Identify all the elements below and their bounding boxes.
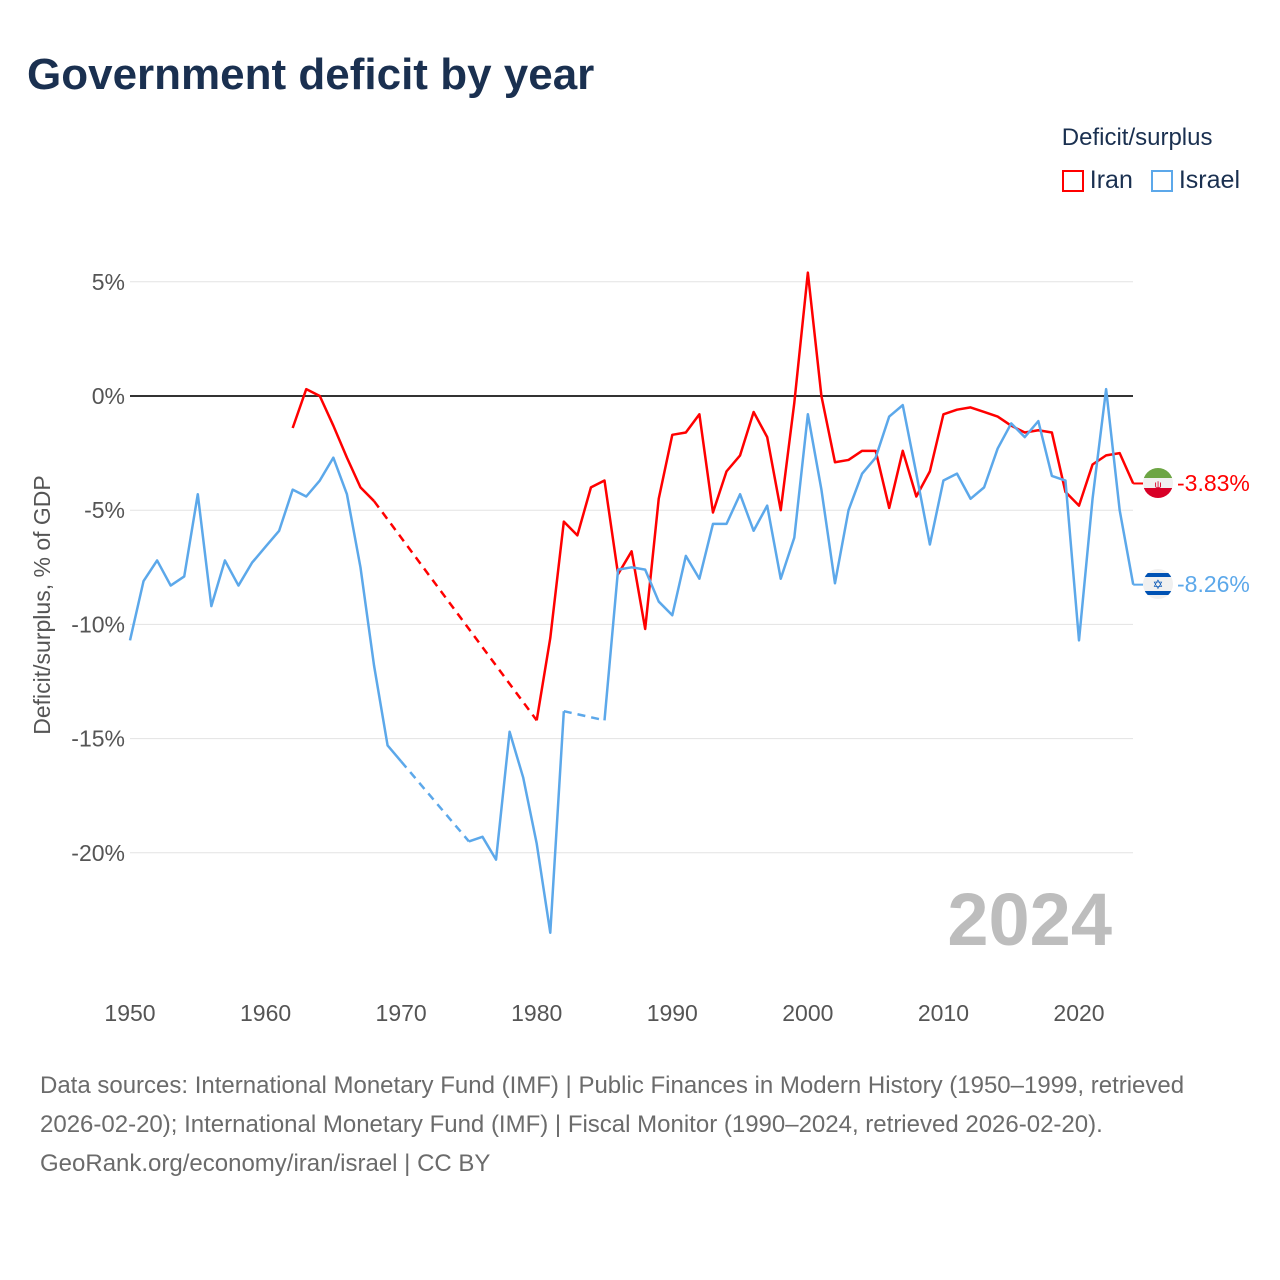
iran-line [291, 387, 375, 502]
legend-swatch-israel [1150, 169, 1173, 192]
x-tick-label: 1980 [511, 1000, 562, 1026]
y-tick-label: -20% [71, 840, 125, 866]
y-tick-label: -5% [84, 497, 125, 523]
legend-title: Deficit/surplus [1061, 124, 1213, 151]
iran-gap-line [373, 500, 538, 722]
y-tick-label: -10% [71, 611, 125, 637]
iran-line [535, 271, 1135, 721]
israel-line [128, 456, 403, 763]
legend: Deficit/surplus Iran Israel [1061, 124, 1240, 195]
x-tick-label: 1990 [647, 1000, 698, 1026]
legend-swatch-iran [1061, 169, 1084, 192]
israel-line [468, 711, 566, 934]
chart-title: Government deficit by year [27, 50, 595, 99]
year-watermark: 2024 [947, 878, 1112, 961]
data-sources: Data sources: International Monetary Fun… [40, 1072, 1185, 1138]
israel-gap-line [400, 760, 470, 843]
x-tick-label: 2010 [918, 1000, 969, 1026]
legend-label-iran: Iran [1089, 166, 1133, 194]
y-tick-label: 0% [92, 383, 125, 409]
x-tick-label: 1970 [376, 1000, 427, 1026]
y-tick-label: 5% [92, 269, 125, 295]
series-iran [291, 271, 1143, 722]
y-axis-label: Deficit/surplus, % of GDP [29, 475, 55, 734]
x-tick-label: 2000 [782, 1000, 833, 1026]
x-tick-label: 1960 [240, 1000, 291, 1026]
iran-end-label: -3.83% [1177, 470, 1250, 496]
footer: Data sources: International Monetary Fun… [40, 1066, 1240, 1183]
iran-flag-icon: ψ [1143, 468, 1173, 498]
attribution-link[interactable]: GeoRank.org/economy/iran/israel | CC BY [40, 1150, 491, 1177]
svg-text:ψ: ψ [1154, 480, 1161, 491]
svg-text:✡: ✡ [1153, 577, 1164, 592]
legend-item-israel[interactable]: Israel [1150, 166, 1240, 195]
line-chart: 2024 5% 0% -5% -10% -15% -20% 1950 1960 1970 198… [29, 269, 1250, 1026]
y-tick-label: -15% [71, 726, 125, 752]
x-tick-label: 2020 [1053, 1000, 1104, 1026]
legend-item-iran[interactable]: Iran [1061, 166, 1133, 195]
israel-end-label: -8.26% [1177, 571, 1250, 597]
x-tick-label: 1950 [104, 1000, 155, 1026]
israel-line [603, 387, 1135, 721]
legend-label-israel: Israel [1178, 166, 1240, 194]
series-israel [128, 387, 1143, 934]
israel-gap-line [563, 709, 605, 722]
israel-flag-icon: ✡ [1143, 569, 1173, 599]
